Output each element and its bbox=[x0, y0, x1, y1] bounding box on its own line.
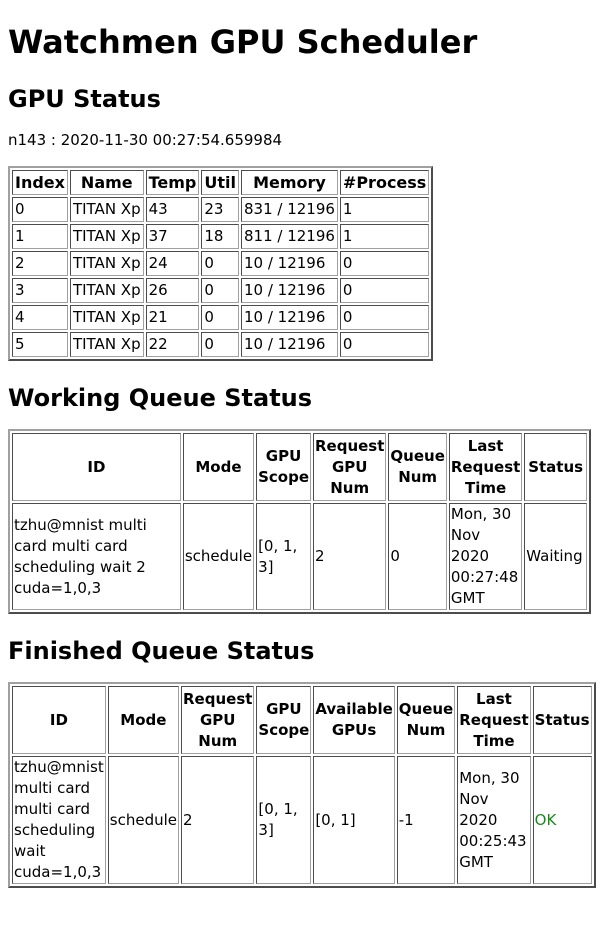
table-row: 0 TITAN Xp 43 23 831 / 12196 1 bbox=[12, 197, 430, 222]
cell-process: 0 bbox=[339, 332, 430, 357]
cell-name: TITAN Xp bbox=[69, 224, 144, 249]
cell-index: 0 bbox=[12, 197, 68, 222]
cell-request-gpu-num: 2 bbox=[181, 756, 255, 884]
cell-process: 0 bbox=[339, 278, 430, 303]
col-mode: Mode bbox=[107, 686, 179, 754]
cell-last-request-time: Mon, 30 Nov 2020 00:25:43 GMT bbox=[457, 756, 531, 884]
col-last-request-time: Last Request Time bbox=[448, 433, 523, 501]
col-gpu-scope: GPU Scope bbox=[256, 433, 311, 501]
cell-util: 0 bbox=[201, 305, 239, 330]
col-queue-num: Queue Num bbox=[396, 686, 456, 754]
cell-temp: 26 bbox=[145, 278, 200, 303]
col-name: Name bbox=[69, 170, 144, 195]
cell-name: TITAN Xp bbox=[69, 305, 144, 330]
cell-process: 1 bbox=[339, 224, 430, 249]
cell-name: TITAN Xp bbox=[69, 278, 144, 303]
cell-id: tzhu@mnist multi card multi card schedul… bbox=[12, 756, 106, 884]
col-available-gpus: Available GPUs bbox=[313, 686, 395, 754]
table-header-row: ID Mode GPU Scope Request GPU Num Queue … bbox=[12, 433, 587, 501]
cell-temp: 21 bbox=[145, 305, 200, 330]
cell-name: TITAN Xp bbox=[69, 332, 144, 357]
cell-util: 23 bbox=[201, 197, 239, 222]
col-temp: Temp bbox=[145, 170, 200, 195]
cell-process: 1 bbox=[339, 197, 430, 222]
table-header-row: ID Mode Request GPU Num GPU Scope Availa… bbox=[12, 686, 592, 754]
table-row: tzhu@mnist multi card multi card schedul… bbox=[12, 503, 587, 610]
cell-temp: 43 bbox=[145, 197, 200, 222]
cell-util: 0 bbox=[201, 251, 239, 276]
col-process: #Process bbox=[339, 170, 430, 195]
gpu-status-table: Index Name Temp Util Memory #Process 0 T… bbox=[8, 166, 434, 361]
working-queue-heading: Working Queue Status bbox=[8, 384, 313, 412]
cell-util: 18 bbox=[201, 224, 239, 249]
col-request-gpu-num: Request GPU Num bbox=[181, 686, 255, 754]
cell-index: 1 bbox=[12, 224, 68, 249]
cell-name: TITAN Xp bbox=[69, 251, 144, 276]
cell-memory: 10 / 12196 bbox=[240, 251, 338, 276]
table-row: 4 TITAN Xp 21 0 10 / 12196 0 bbox=[12, 305, 430, 330]
col-status: Status bbox=[524, 433, 587, 501]
col-util: Util bbox=[201, 170, 239, 195]
cell-temp: 24 bbox=[145, 251, 200, 276]
col-status: Status bbox=[532, 686, 592, 754]
cell-index: 4 bbox=[12, 305, 68, 330]
cell-available-gpus: [0, 1] bbox=[313, 756, 395, 884]
cell-util: 0 bbox=[201, 332, 239, 357]
cell-last-request-time: Mon, 30 Nov 2020 00:27:48 GMT bbox=[448, 503, 523, 610]
table-row: 2 TITAN Xp 24 0 10 / 12196 0 bbox=[12, 251, 430, 276]
cell-mode: schedule bbox=[107, 756, 179, 884]
finished-queue-table: ID Mode Request GPU Num GPU Scope Availa… bbox=[8, 682, 596, 888]
cell-name: TITAN Xp bbox=[69, 197, 144, 222]
table-row: 3 TITAN Xp 26 0 10 / 12196 0 bbox=[12, 278, 430, 303]
table-row: 1 TITAN Xp 37 18 811 / 12196 1 bbox=[12, 224, 430, 249]
table-row: tzhu@mnist multi card multi card schedul… bbox=[12, 756, 592, 884]
cell-process: 0 bbox=[339, 305, 430, 330]
status-badge: OK bbox=[532, 756, 592, 884]
col-id: ID bbox=[12, 686, 106, 754]
cell-memory: 10 / 12196 bbox=[240, 278, 338, 303]
col-gpu-scope: GPU Scope bbox=[256, 686, 312, 754]
cell-memory: 10 / 12196 bbox=[240, 305, 338, 330]
status-badge: Waiting bbox=[524, 503, 587, 610]
page-title: Watchmen GPU Scheduler bbox=[8, 23, 478, 61]
table-header-row: Index Name Temp Util Memory #Process bbox=[12, 170, 430, 195]
cell-request-gpu-num: 2 bbox=[312, 503, 387, 610]
col-last-request-time: Last Request Time bbox=[457, 686, 531, 754]
cell-id: tzhu@mnist multi card multi card schedul… bbox=[12, 503, 181, 610]
col-queue-num: Queue Num bbox=[388, 433, 447, 501]
cell-gpu-scope: [0, 1, 3] bbox=[256, 756, 312, 884]
cell-process: 0 bbox=[339, 251, 430, 276]
working-queue-table: ID Mode GPU Scope Request GPU Num Queue … bbox=[8, 429, 591, 614]
col-memory: Memory bbox=[240, 170, 338, 195]
cell-queue-num: 0 bbox=[388, 503, 447, 610]
cell-index: 2 bbox=[12, 251, 68, 276]
cell-util: 0 bbox=[201, 278, 239, 303]
cell-index: 5 bbox=[12, 332, 68, 357]
cell-gpu-scope: [0, 1, 3] bbox=[256, 503, 311, 610]
cell-memory: 811 / 12196 bbox=[240, 224, 338, 249]
table-row: 5 TITAN Xp 22 0 10 / 12196 0 bbox=[12, 332, 430, 357]
host-timestamp: n143 : 2020-11-30 00:27:54.659984 bbox=[8, 131, 283, 149]
cell-memory: 10 / 12196 bbox=[240, 332, 338, 357]
cell-temp: 37 bbox=[145, 224, 200, 249]
col-request-gpu-num: Request GPU Num bbox=[312, 433, 387, 501]
cell-index: 3 bbox=[12, 278, 68, 303]
gpu-status-heading: GPU Status bbox=[8, 85, 161, 113]
finished-queue-heading: Finished Queue Status bbox=[8, 637, 315, 665]
cell-mode: schedule bbox=[182, 503, 255, 610]
col-index: Index bbox=[12, 170, 68, 195]
cell-queue-num: -1 bbox=[396, 756, 456, 884]
col-mode: Mode bbox=[182, 433, 255, 501]
cell-temp: 22 bbox=[145, 332, 200, 357]
col-id: ID bbox=[12, 433, 181, 501]
cell-memory: 831 / 12196 bbox=[240, 197, 338, 222]
